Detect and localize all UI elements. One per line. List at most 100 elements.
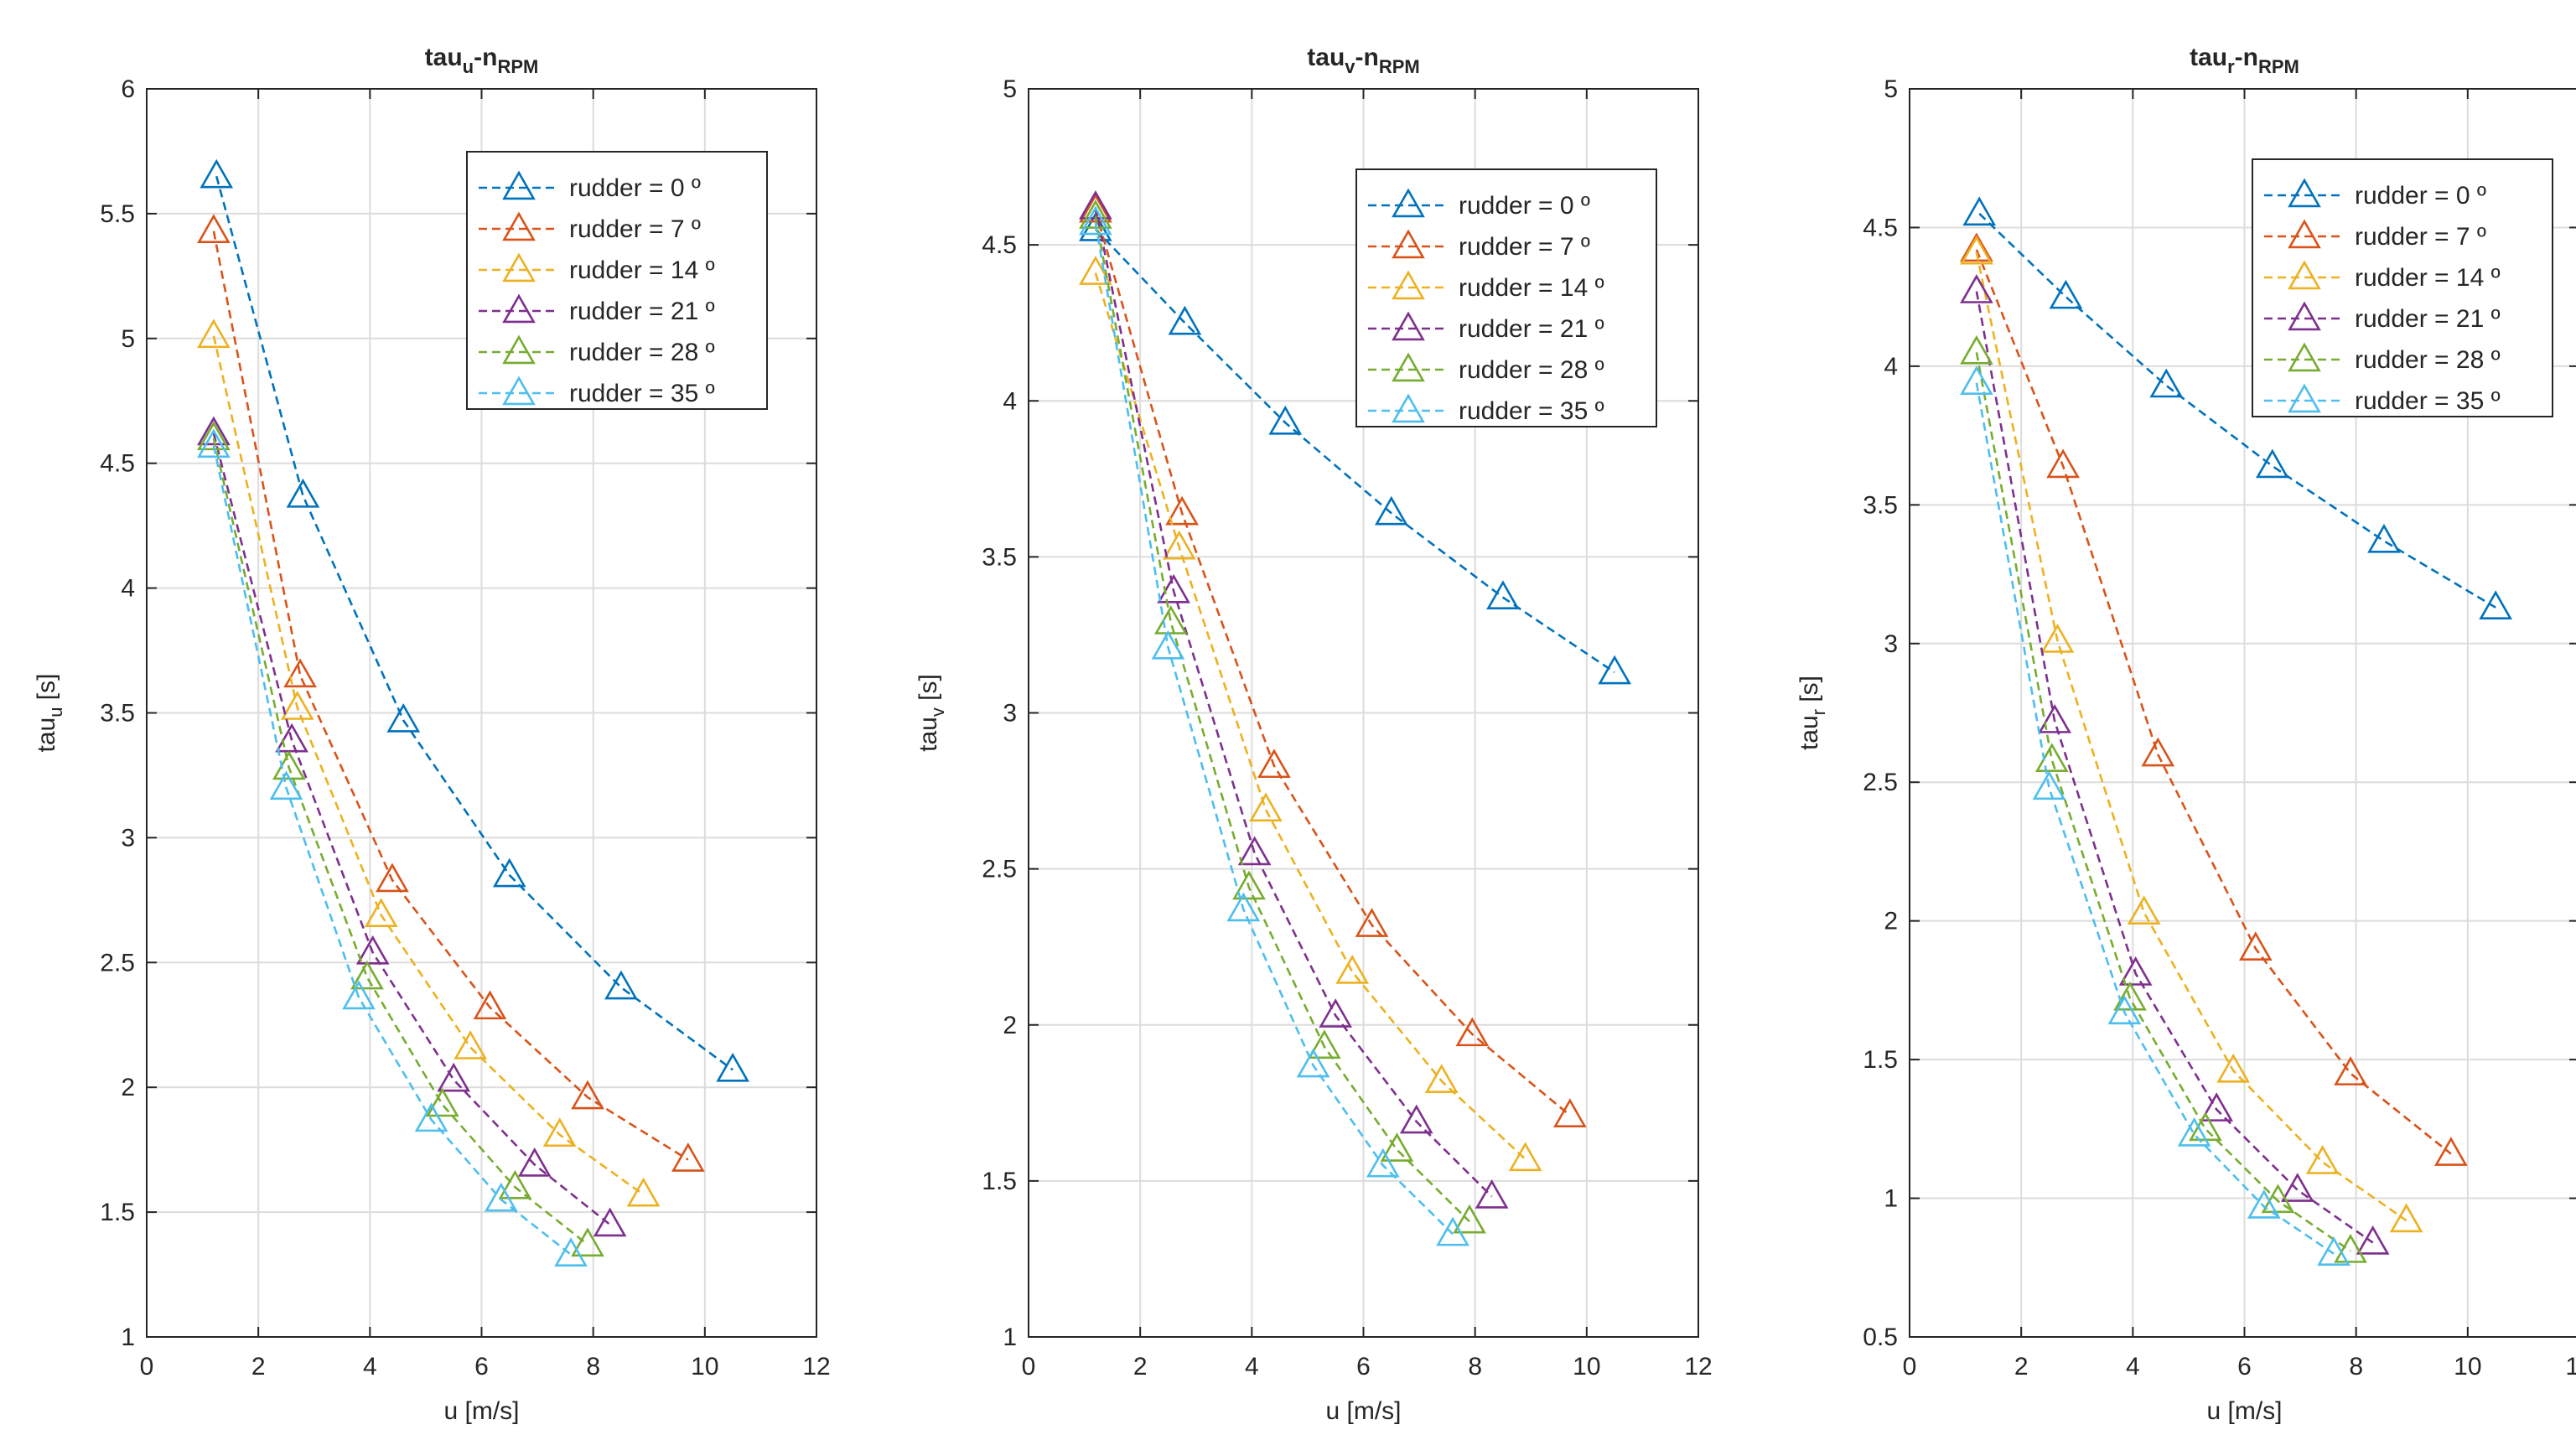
x-tick-label: 10 — [2454, 1353, 2481, 1381]
legend-swatch-marker — [1392, 229, 1425, 259]
x-tick-label: 0 — [1903, 1353, 1917, 1381]
y-tick-label: 4.5 — [1863, 214, 1898, 241]
data-point-marker — [2127, 895, 2161, 925]
legend-item: rudder = 7 º — [2264, 219, 2486, 251]
legend-swatch-marker — [2288, 383, 2321, 413]
legend-swatch-marker — [1392, 352, 1425, 382]
series-line — [212, 433, 611, 1226]
data-point-marker — [197, 416, 231, 446]
data-point-marker — [626, 1177, 661, 1207]
y-tick-label: 1 — [1003, 1324, 1017, 1351]
data-point-marker — [2367, 523, 2401, 553]
y-tick-label: 2.5 — [982, 856, 1017, 883]
data-point-marker — [2334, 1056, 2367, 1085]
data-point-marker — [454, 1030, 488, 1059]
legend-item: rudder = 21 º — [2264, 301, 2501, 333]
legend-label: rudder = 28 º — [2355, 346, 2501, 374]
y-tick-label: 5 — [1884, 75, 1898, 103]
legend-item: rudder = 28 º — [479, 334, 715, 366]
tick-labels-tau-r: 0 2 4 6 8 10 12 0.5 1 1.5 2 2.5 3 3.5 4 4.5 5 — [1863, 75, 2576, 1381]
data-point-marker — [571, 1080, 604, 1110]
data-point-marker — [716, 1052, 749, 1082]
data-point-marker — [342, 980, 376, 1010]
legend-swatch-marker — [1392, 311, 1425, 341]
data-point-marker — [197, 319, 231, 349]
series-line — [215, 175, 733, 1071]
data-point-marker — [1962, 196, 1997, 226]
legend-label: rudder = 14 º — [1459, 274, 1604, 302]
data-point-marker — [1355, 908, 1389, 937]
x-tick-label: 6 — [1356, 1353, 1371, 1381]
y-tick-label: 4 — [121, 575, 135, 603]
series-line — [1094, 228, 1615, 674]
x-tick-label: 6 — [2237, 1353, 2252, 1381]
series-line — [212, 231, 689, 1161]
legend-item: rudder = 35 º — [1368, 393, 1604, 425]
data-point-marker — [2356, 1225, 2390, 1255]
series-line — [1094, 207, 1493, 1198]
legend-label: rudder = 0 º — [569, 174, 701, 202]
data-point-marker — [437, 1062, 471, 1092]
data-point-marker — [2317, 1236, 2351, 1266]
data-point-marker — [1374, 495, 1408, 526]
y-tick-label: 6 — [121, 75, 135, 103]
series-line — [212, 445, 572, 1256]
legend-item: rudder = 35 º — [479, 376, 715, 407]
data-point-marker — [1168, 305, 1202, 335]
legend-label: rudder = 0 º — [2355, 182, 2486, 210]
y-tick-label: 1.5 — [1863, 1046, 1898, 1074]
data-point-marker — [2261, 1184, 2295, 1214]
y-tick-label: 1 — [1884, 1185, 1898, 1213]
x-tick-label: 6 — [474, 1353, 489, 1381]
series-rudder-21 — [1960, 274, 2390, 1255]
x-tick-label: 8 — [1468, 1353, 1482, 1381]
data-point-marker — [1960, 365, 1993, 396]
data-point-marker — [2177, 1116, 2211, 1147]
x-tick-label: 2 — [1133, 1353, 1148, 1381]
y-tick-label: 3 — [1003, 700, 1017, 728]
series-line — [1094, 216, 1470, 1223]
data-point-marker — [1366, 1147, 1400, 1178]
x-tick-label: 4 — [363, 1353, 377, 1381]
y-tick-label: 1.5 — [100, 1199, 135, 1226]
data-point-marker — [1151, 629, 1185, 660]
data-point-marker — [1455, 1017, 1490, 1047]
y-tick-label: 2 — [1003, 1012, 1017, 1039]
chart-title-tau-v: tauv-nRPM — [1307, 44, 1419, 77]
series-rudder-21 — [197, 416, 627, 1237]
legend-label: rudder = 14 º — [569, 256, 715, 284]
data-point-marker — [200, 158, 234, 189]
data-point-marker — [1257, 749, 1291, 779]
legend-label: rudder = 35 º — [1459, 397, 1604, 425]
data-point-marker — [1296, 1048, 1330, 1078]
series-rudder-0 — [200, 158, 749, 1082]
x-tick-label: 12 — [2565, 1353, 2576, 1381]
data-point-marker — [1960, 232, 1993, 262]
data-point-marker — [197, 428, 231, 458]
legend-label: rudder = 28 º — [569, 339, 715, 366]
y-tick-label: 5.5 — [100, 200, 135, 228]
y-tick-label: 4.5 — [100, 450, 135, 478]
legend-item: rudder = 14 º — [2264, 260, 2501, 292]
data-point-marker — [2305, 1145, 2340, 1174]
legend-item: rudder = 0 º — [2264, 178, 2486, 210]
data-point-marker — [1079, 205, 1112, 236]
data-point-marker — [283, 658, 317, 688]
data-point-marker — [517, 1147, 552, 1177]
legend-item: rudder = 35 º — [2264, 383, 2501, 415]
data-point-marker — [1424, 1064, 1459, 1094]
y-tick-label: 2 — [1884, 908, 1898, 935]
legend-swatch-marker — [502, 252, 536, 282]
data-point-marker — [350, 960, 384, 990]
legend-swatch-marker — [502, 376, 536, 406]
data-point-marker — [1165, 495, 1199, 526]
data-point-marker — [414, 1102, 448, 1132]
legend-label: rudder = 0 º — [1459, 192, 1590, 220]
legend-label: rudder = 14 º — [2355, 264, 2501, 292]
data-point-marker — [1157, 573, 1190, 604]
data-point-marker — [1162, 530, 1196, 560]
tick-labels-tau-u: 0 2 4 6 8 10 12 1 1.5 2 2.5 3 3.5 4 4.5 5 5.5 6 — [100, 75, 830, 1381]
data-point-marker — [1598, 655, 1631, 685]
series-rudder-35 — [197, 428, 588, 1267]
